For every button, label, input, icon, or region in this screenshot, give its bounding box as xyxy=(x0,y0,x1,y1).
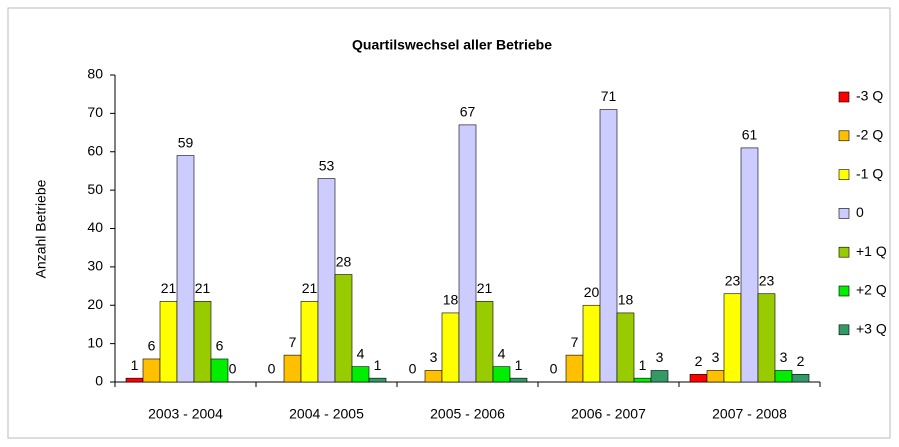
bar xyxy=(791,374,810,383)
data-label: 20 xyxy=(584,284,600,300)
bar xyxy=(509,377,528,383)
data-label: 53 xyxy=(319,157,335,173)
legend-label: -2 Q xyxy=(856,127,883,143)
data-label: 18 xyxy=(618,292,634,308)
data-label: 4 xyxy=(498,345,506,361)
bar xyxy=(475,301,494,383)
data-label: 1 xyxy=(639,357,647,373)
data-label: 1 xyxy=(515,357,523,373)
data-label: 21 xyxy=(302,280,318,296)
legend-label: 0 xyxy=(856,204,864,220)
chart-title: Quartilswechsel aller Betriebe xyxy=(352,37,552,53)
y-axis-label: Anzahl Betriebe xyxy=(33,179,49,278)
bar xyxy=(283,354,302,383)
data-label: 3 xyxy=(656,349,664,365)
data-label: 2 xyxy=(797,353,805,369)
bar xyxy=(565,354,584,383)
bar xyxy=(300,301,319,383)
bar xyxy=(351,366,370,383)
data-label: 1 xyxy=(374,357,382,373)
legend-swatch xyxy=(838,208,850,219)
x-tick-label: 2003 - 2004 xyxy=(148,406,223,422)
bar xyxy=(317,178,336,383)
x-tick-label: 2006 - 2007 xyxy=(571,406,646,422)
bar xyxy=(774,370,793,383)
data-label: 23 xyxy=(725,272,741,288)
bar xyxy=(193,301,212,383)
y-tick-label: 70 xyxy=(87,104,103,120)
y-tick-label: 30 xyxy=(87,258,103,274)
y-tick-label: 20 xyxy=(87,296,103,312)
bar xyxy=(458,124,477,383)
bar xyxy=(368,377,387,383)
bar xyxy=(125,377,144,383)
legend-swatch xyxy=(838,285,850,297)
data-label: 4 xyxy=(357,345,365,361)
legend-label: -3 Q xyxy=(856,88,883,104)
data-label: 3 xyxy=(430,349,438,365)
legend-label: +3 Q xyxy=(856,321,887,337)
bar xyxy=(650,370,669,383)
data-label: 21 xyxy=(477,280,493,296)
data-label: 2 xyxy=(695,353,703,369)
legend-swatch xyxy=(838,91,850,103)
data-label: 0 xyxy=(550,361,558,377)
data-label: 23 xyxy=(759,272,775,288)
data-label: 7 xyxy=(289,334,297,350)
data-label: 0 xyxy=(268,361,276,377)
data-label: 3 xyxy=(712,349,720,365)
y-tick-label: 80 xyxy=(87,66,103,82)
legend-label: -1 Q xyxy=(856,165,883,181)
data-label: 7 xyxy=(571,334,579,350)
bar xyxy=(176,155,195,383)
data-label: 6 xyxy=(216,338,224,354)
bar xyxy=(210,358,229,383)
data-label: 0 xyxy=(229,361,237,377)
data-label: 6 xyxy=(148,338,156,354)
y-tick-label: 50 xyxy=(87,181,103,197)
legend-swatch xyxy=(838,324,850,336)
data-label: 21 xyxy=(161,280,177,296)
bar xyxy=(142,358,161,383)
bar xyxy=(689,374,708,383)
legend-label: +1 Q xyxy=(856,243,887,259)
y-tick-label: 40 xyxy=(87,219,103,235)
data-label: 71 xyxy=(601,88,617,104)
y-tick-label: 10 xyxy=(87,334,103,350)
bar xyxy=(441,312,460,383)
x-tick-label: 2004 - 2005 xyxy=(289,406,364,422)
bar xyxy=(740,147,759,383)
y-tick-label: 0 xyxy=(95,373,103,389)
legend-swatch xyxy=(838,130,850,142)
bar xyxy=(706,370,725,383)
data-label: 28 xyxy=(336,253,352,269)
data-label: 1 xyxy=(131,357,139,373)
bar xyxy=(723,293,742,383)
bar xyxy=(424,370,443,383)
x-tick-label: 2005 - 2006 xyxy=(430,406,505,422)
x-tick-label: 2007 - 2008 xyxy=(712,406,787,422)
y-tick-label: 60 xyxy=(87,142,103,158)
data-label: 21 xyxy=(195,280,211,296)
data-label: 67 xyxy=(460,104,476,120)
legend-swatch xyxy=(838,169,850,180)
bar xyxy=(633,377,652,383)
data-label: 0 xyxy=(409,361,417,377)
bar xyxy=(757,293,776,383)
data-label: 59 xyxy=(178,134,194,150)
bar xyxy=(582,304,601,383)
data-label: 3 xyxy=(780,349,788,365)
bar xyxy=(599,109,618,383)
bar xyxy=(334,274,353,383)
legend-swatch xyxy=(838,246,850,258)
data-label: 18 xyxy=(443,292,459,308)
legend-label: +2 Q xyxy=(856,282,887,298)
bar xyxy=(159,301,178,383)
bar xyxy=(616,312,635,383)
data-label: 61 xyxy=(742,127,758,143)
bar xyxy=(492,366,511,383)
